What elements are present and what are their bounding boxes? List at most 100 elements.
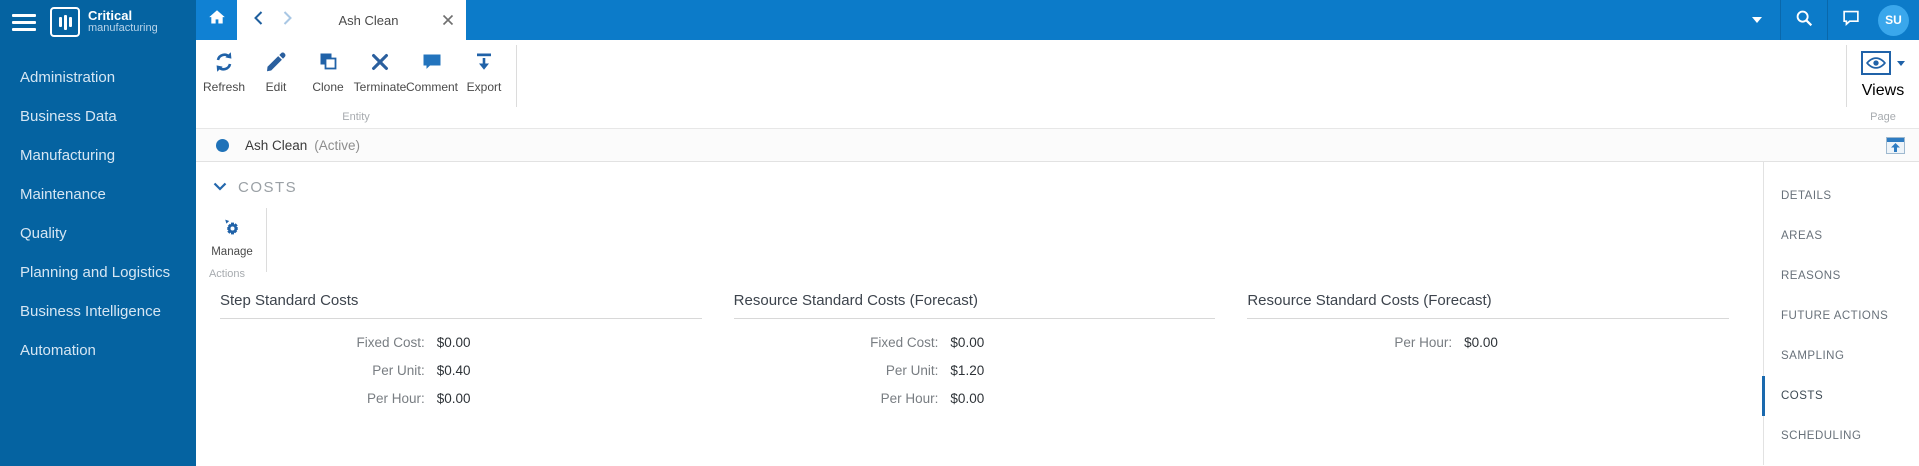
home-button[interactable] — [196, 0, 237, 40]
terminate-x-icon — [369, 49, 391, 75]
clone-icon — [316, 49, 340, 75]
cost-value: $0.00 — [436, 335, 471, 350]
terminate-label: Terminate — [353, 80, 407, 94]
restore-panel-icon[interactable] — [1886, 136, 1905, 154]
logo-subtitle: manufacturing — [88, 22, 158, 35]
cost-row: Fixed Cost: $0.00 — [220, 333, 702, 352]
cost-value: $0.00 — [436, 391, 471, 406]
cost-row: Per Unit: $1.20 — [734, 361, 1216, 380]
cost-row: Per Hour: $0.00 — [1247, 333, 1729, 352]
cost-row: Per Hour: $0.00 — [220, 389, 702, 408]
actions-divider — [266, 208, 267, 272]
cost-value: $0.00 — [1464, 335, 1498, 350]
views-button[interactable] — [1861, 40, 1905, 75]
home-icon — [206, 7, 228, 34]
section-nav-sampling[interactable]: SAMPLING — [1781, 350, 1845, 362]
logo-text: Critical manufacturing — [88, 9, 158, 34]
chevron-down-icon — [1752, 17, 1762, 23]
views-label: Views — [1861, 82, 1905, 99]
toolbar-divider — [1846, 45, 1847, 107]
top-bar: Ash Clean SU — [196, 0, 1919, 40]
avatar-initials: SU — [1885, 13, 1902, 27]
entity-name: Ash Clean — [245, 137, 308, 153]
hamburger-menu-icon[interactable] — [12, 13, 36, 31]
edit-label: Edit — [265, 80, 287, 94]
panel-title: Resource Standard Costs (Forecast) — [733, 292, 1216, 319]
messages-button[interactable] — [1828, 0, 1874, 40]
clone-button[interactable]: Clone — [302, 40, 354, 94]
cost-label: Fixed Cost: — [356, 335, 425, 350]
cost-panels: Step Standard Costs Fixed Cost: $0.00 Pe… — [196, 282, 1919, 417]
topbar-divider — [1780, 0, 1781, 40]
terminate-button[interactable]: Terminate — [354, 40, 406, 94]
sidebar-item-administration[interactable]: Administration — [20, 69, 116, 86]
cost-value: $0.40 — [436, 363, 471, 378]
pencil-icon — [264, 49, 288, 75]
user-avatar[interactable]: SU — [1878, 4, 1909, 36]
cost-label: Per Hour: — [366, 391, 425, 406]
clone-label: Clone — [312, 80, 344, 94]
sidebar-item-business-data[interactable]: Business Data — [20, 108, 117, 125]
workspace-dropdown-caret[interactable] — [1734, 0, 1780, 40]
search-icon — [1793, 7, 1815, 34]
tab-forward-icon[interactable] — [281, 10, 295, 31]
panel-title: Resource Standard Costs (Forecast) — [1247, 292, 1730, 319]
page-toolbar-group: Views Page — [1847, 40, 1919, 128]
chevron-down-icon — [1897, 61, 1905, 66]
section-nav-reasons[interactable]: REASONS — [1781, 270, 1841, 282]
costs-section-header[interactable]: COSTS — [196, 162, 1919, 196]
sidebar-header: Critical manufacturing — [0, 0, 196, 44]
page-group-label: Page — [1870, 111, 1896, 123]
cost-value: $0.00 — [950, 335, 985, 350]
manage-button[interactable]: Manage — [206, 206, 258, 282]
edit-button[interactable]: Edit — [250, 40, 302, 94]
cost-label: Per Hour: — [1394, 335, 1453, 350]
refresh-label: Refresh — [202, 80, 246, 94]
comment-button[interactable]: Comment — [406, 40, 458, 94]
cost-label: Per Hour: — [880, 391, 939, 406]
section-nav-areas[interactable]: AREAS — [1781, 230, 1823, 242]
sidebar-item-quality[interactable]: Quality — [20, 225, 67, 242]
costs-actions-bar: Manage Actions — [196, 206, 1919, 282]
actions-group-label: Actions — [208, 268, 246, 280]
resource-standard-costs-panel: Resource Standard Costs (Forecast) Fixed… — [733, 292, 1216, 417]
export-label: Export — [466, 80, 502, 94]
cost-label: Per Unit: — [372, 363, 425, 378]
cost-label: Fixed Cost: — [870, 335, 939, 350]
sidebar-item-planning-logistics[interactable]: Planning and Logistics — [20, 264, 171, 281]
actions-toolbar-group: Manage Actions — [196, 206, 258, 282]
entity-group-label: Entity — [342, 111, 370, 123]
cost-row: Per Hour: $0.00 — [734, 389, 1216, 408]
section-nav-scheduling[interactable]: SCHEDULING — [1781, 430, 1862, 442]
section-nav-costs[interactable]: COSTS — [1762, 376, 1919, 416]
logo-title: Critical — [88, 8, 133, 24]
cost-row: Fixed Cost: $0.00 — [734, 333, 1216, 352]
sidebar-item-business-intelligence[interactable]: Business Intelligence — [20, 303, 161, 320]
topbar-divider — [1827, 0, 1828, 40]
sidebar-item-maintenance[interactable]: Maintenance — [20, 186, 106, 203]
status-dot-icon — [216, 138, 229, 152]
left-sidebar: Critical manufacturing Administration Bu… — [0, 0, 196, 466]
step-standard-costs-panel: Step Standard Costs Fixed Cost: $0.00 Pe… — [220, 292, 702, 417]
section-nav-future-actions[interactable]: FUTURE ACTIONS — [1781, 310, 1889, 322]
entity-toolbar-group: Refresh Edit Clone — [196, 40, 516, 128]
tab-close-icon[interactable] — [442, 14, 454, 26]
export-button[interactable]: Export — [458, 40, 510, 94]
page-toolbar: Refresh Edit Clone — [196, 40, 1919, 128]
manage-label: Manage — [211, 246, 253, 258]
export-download-icon — [472, 49, 496, 75]
refresh-button[interactable]: Refresh — [198, 40, 250, 94]
search-button[interactable] — [1781, 0, 1827, 40]
section-nav-details[interactable]: DETAILS — [1781, 190, 1832, 202]
sidebar-item-manufacturing[interactable]: Manufacturing — [20, 147, 116, 164]
tab-ash-clean[interactable]: Ash Clean — [237, 0, 466, 40]
sidebar-item-automation[interactable]: Automation — [20, 342, 96, 359]
entity-status-row: Ash Clean (Active) — [196, 128, 1919, 162]
chat-bubble-icon — [1840, 7, 1862, 34]
tab-back-icon[interactable] — [251, 10, 265, 31]
critical-manufacturing-logo-icon — [50, 7, 80, 37]
costs-section-title: COSTS — [238, 178, 298, 196]
chevron-down-icon — [213, 178, 227, 196]
toolbar-divider — [516, 45, 517, 107]
cost-value: $1.20 — [950, 363, 985, 378]
